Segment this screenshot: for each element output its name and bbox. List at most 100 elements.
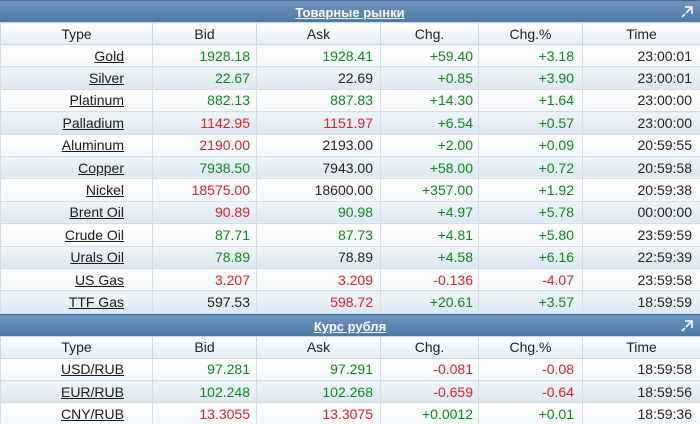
instrument-name-cell: Palladium <box>0 111 153 135</box>
change-cell: +0.85 <box>380 66 479 90</box>
change-percent-cell: -0.64 <box>478 380 583 404</box>
bid-cell: 3.207 <box>152 267 257 292</box>
table-row: Palladium 1142.95 1151.97 +6.54 +0.57 23:00:0… <box>0 111 700 135</box>
instrument-link[interactable]: Urals Oil <box>70 249 124 266</box>
bid-cell: 882.13 <box>152 88 257 113</box>
instrument-link[interactable]: Nickel <box>85 182 124 199</box>
change-percent-cell: +0.72 <box>478 155 583 180</box>
instrument-link[interactable]: Silver <box>88 70 124 87</box>
ask-cell: 2193.00 <box>256 133 381 157</box>
instrument-name-cell: Silver <box>0 66 153 90</box>
instrument-link[interactable]: Platinum <box>69 92 124 109</box>
commodities-table: Type Bid Ask Chg. Chg.% Time Gold 1928.18… <box>0 22 700 314</box>
column-header-type: Type <box>0 335 153 359</box>
instrument-link[interactable]: Copper <box>78 159 124 176</box>
commodities-body: Gold 1928.18 1928.41 +59.40 +3.18 23:00:01 Sil… <box>0 43 700 314</box>
commodities-header: Товарные рынки <box>0 0 700 22</box>
change-percent-cell: +5.80 <box>478 223 583 247</box>
instrument-name-cell: TTF Gas <box>0 290 153 314</box>
ask-cell: 7943.00 <box>256 155 381 180</box>
time-cell: 23:59:58 <box>582 267 700 292</box>
change-cell: +4.81 <box>380 223 479 247</box>
change-cell: +59.40 <box>380 43 479 68</box>
table-row: Nickel 18575.00 18600.00 +357.00 +1.92 20:59:… <box>0 178 700 202</box>
ask-cell: 1928.41 <box>256 43 381 68</box>
instrument-link[interactable]: Palladium <box>62 114 124 131</box>
bid-cell: 87.71 <box>152 223 257 247</box>
bid-cell: 1142.95 <box>152 111 257 135</box>
change-percent-cell: +1.64 <box>478 88 583 113</box>
column-header-chg: Chg. <box>380 22 479 45</box>
change-percent-cell: +0.09 <box>478 133 583 157</box>
instrument-link[interactable]: Crude Oil <box>64 226 124 243</box>
time-cell: 18:59:36 <box>582 402 700 424</box>
column-header-bid: Bid <box>152 335 257 359</box>
instrument-name-cell: Gold <box>0 43 153 68</box>
currency-header: Курс рубля <box>0 313 700 336</box>
instrument-link[interactable]: TTF Gas <box>68 293 124 310</box>
change-cell: +2.00 <box>380 133 479 157</box>
instrument-name-cell: Brent Oil <box>0 200 153 225</box>
bid-cell: 90.89 <box>152 200 257 225</box>
table-row: Gold 1928.18 1928.41 +59.40 +3.18 23:00:01 <box>0 43 700 68</box>
column-header-chg: Chg. <box>380 335 479 359</box>
instrument-link[interactable]: USD/RUB <box>60 361 124 378</box>
bid-cell: 102.248 <box>152 380 257 404</box>
time-cell: 20:59:38 <box>582 178 700 202</box>
expand-arrow-icon[interactable] <box>680 319 694 333</box>
change-percent-cell: +3.57 <box>478 290 583 314</box>
instrument-link[interactable]: US Gas <box>74 271 124 288</box>
change-percent-cell: -4.07 <box>478 267 583 292</box>
table-row: Copper 7938.50 7943.00 +58.00 +0.72 20:59:58 <box>0 155 700 180</box>
change-percent-cell: -0.08 <box>478 357 583 382</box>
commodities-header-row: Type Bid Ask Chg. Chg.% Time <box>0 22 700 45</box>
time-cell: 20:59:58 <box>582 155 700 180</box>
column-header-time: Time <box>582 335 700 359</box>
ask-cell: 3.209 <box>256 267 381 292</box>
column-header-bid: Bid <box>152 22 257 45</box>
instrument-link[interactable]: Gold <box>94 47 124 64</box>
instrument-name-cell: Copper <box>0 155 153 180</box>
instrument-link[interactable]: CNY/RUB <box>60 406 124 423</box>
commodities-title-link[interactable]: Товарные рынки <box>295 5 405 20</box>
bid-cell: 7938.50 <box>152 155 257 180</box>
time-cell: 23:00:01 <box>582 66 700 90</box>
column-header-chg-pct: Chg.% <box>478 22 583 45</box>
instrument-name-cell: Crude Oil <box>0 223 153 247</box>
bid-cell: 22.67 <box>152 66 257 90</box>
change-cell: +14.30 <box>380 88 479 113</box>
expand-arrow-icon[interactable] <box>680 5 694 19</box>
ask-cell: 102.268 <box>256 380 381 404</box>
column-header-chg-pct: Chg.% <box>478 335 583 359</box>
table-row: Brent Oil 90.89 90.98 +4.97 +5.78 00:00:00 <box>0 200 700 225</box>
instrument-link[interactable]: EUR/RUB <box>60 383 124 400</box>
change-cell: +4.58 <box>380 245 479 269</box>
column-header-time: Time <box>582 22 700 45</box>
change-cell: +6.54 <box>380 111 479 135</box>
bid-cell: 18575.00 <box>152 178 257 202</box>
ask-cell: 598.72 <box>256 290 381 314</box>
change-cell: -0.659 <box>380 380 479 404</box>
ask-cell: 87.73 <box>256 223 381 247</box>
table-row: Urals Oil 78.89 78.89 +4.58 +6.16 22:59:39 <box>0 245 700 269</box>
table-row: CNY/RUB 13.3055 13.3075 +0.0012 +0.01 18:59:3… <box>0 402 700 424</box>
change-cell: +357.00 <box>380 178 479 202</box>
table-row: EUR/RUB 102.248 102.268 -0.659 -0.64 18:59:56 <box>0 380 700 404</box>
change-percent-cell: +1.92 <box>478 178 583 202</box>
time-cell: 23:59:59 <box>582 223 700 247</box>
table-row: Silver 22.67 22.69 +0.85 +3.90 23:00:01 <box>0 66 700 90</box>
table-row: Crude Oil 87.71 87.73 +4.81 +5.80 23:59:59 <box>0 223 700 247</box>
time-cell: 00:00:00 <box>582 200 700 225</box>
column-header-ask: Ask <box>256 335 381 359</box>
currency-title-link[interactable]: Курс рубля <box>313 318 387 334</box>
instrument-link[interactable]: Aluminum <box>61 137 124 154</box>
table-row: USD/RUB 97.281 97.291 -0.081 -0.08 18:59:58 <box>0 357 700 382</box>
bid-cell: 97.281 <box>152 357 257 382</box>
change-percent-cell: +6.16 <box>478 245 583 269</box>
instrument-name-cell: EUR/RUB <box>0 380 153 404</box>
change-percent-cell: +3.90 <box>478 66 583 90</box>
instrument-link[interactable]: Brent Oil <box>69 204 124 221</box>
instrument-name-cell: USD/RUB <box>0 357 153 382</box>
time-cell: 18:59:59 <box>582 290 700 314</box>
